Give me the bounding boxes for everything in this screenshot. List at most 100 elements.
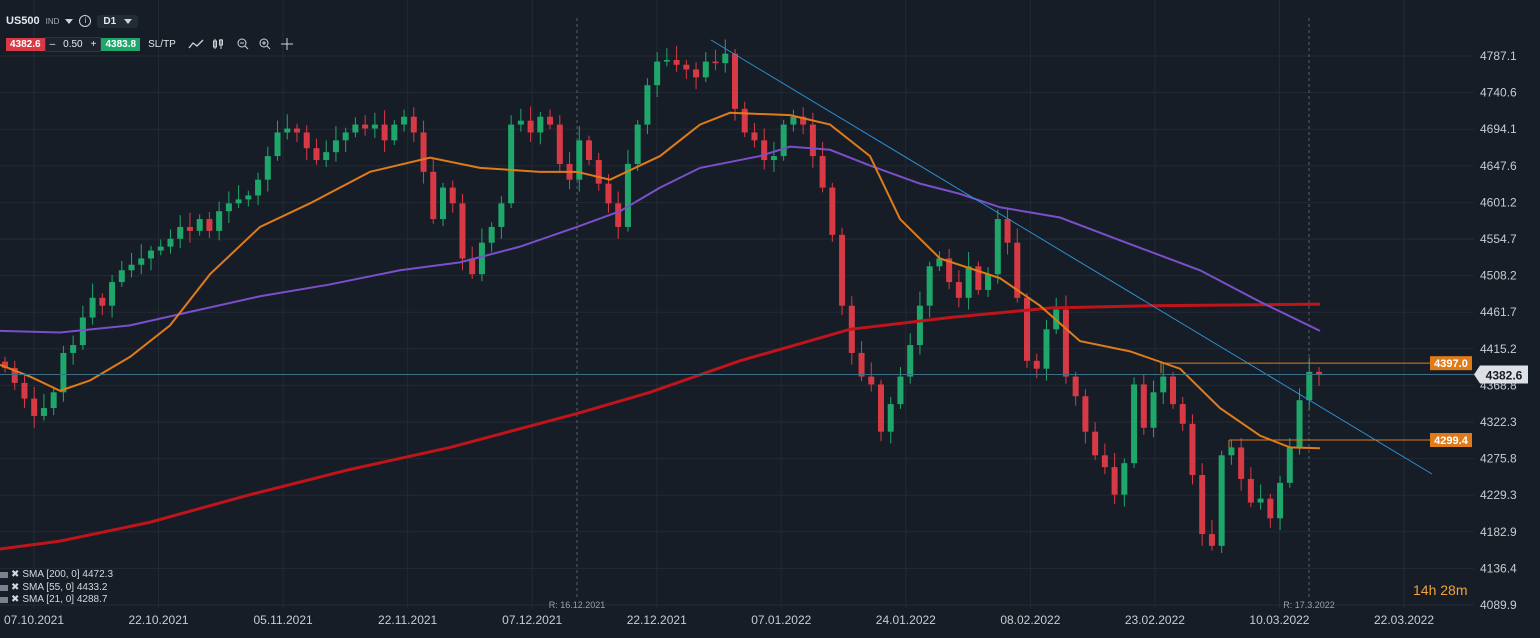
buy-button[interactable]: 4383.8	[101, 37, 141, 51]
candle-body	[391, 124, 398, 141]
y-tick-label: 4787.1	[1480, 49, 1517, 63]
candle-body	[1267, 498, 1274, 519]
candle-body	[332, 140, 339, 153]
candle-body	[761, 140, 768, 161]
x-tick-label: 08.02.2022	[1000, 613, 1060, 627]
candle-body	[216, 211, 223, 231]
instrument-type: IND	[45, 16, 60, 26]
candle-body	[887, 404, 894, 432]
candle-body	[527, 120, 534, 133]
x-tick-label: 22.03.2022	[1374, 613, 1434, 627]
candle-body	[313, 148, 320, 161]
candle-body	[167, 238, 174, 247]
legend-item[interactable]: ✖ SMA [21, 0] 4288.7	[0, 594, 113, 607]
remove-icon[interactable]: ✖	[11, 569, 20, 580]
candle-body	[858, 352, 865, 377]
candle-body	[1043, 329, 1050, 369]
y-tick-label: 4461.7	[1480, 305, 1517, 319]
sma200-line	[0, 302, 1321, 551]
y-tick-label: 4089.9	[1480, 598, 1517, 612]
timeframe-select[interactable]: D1	[97, 14, 139, 28]
candle-body	[595, 160, 602, 184]
candle-body	[245, 195, 252, 200]
candle-body	[264, 156, 271, 180]
candle-body	[206, 219, 213, 231]
candle-body	[537, 116, 544, 133]
x-tick-label: 22.12.2021	[627, 613, 687, 627]
candle-body	[235, 199, 242, 204]
candle-body	[1121, 463, 1128, 495]
candle-body	[683, 64, 690, 70]
y-tick-label: 4554.7	[1480, 232, 1517, 246]
sltp-button[interactable]: SL/TP	[148, 38, 176, 50]
candle-body	[148, 250, 154, 259]
candle-body	[517, 120, 524, 125]
candle-body	[89, 297, 96, 318]
candle-body	[751, 132, 758, 141]
candle-body	[985, 274, 992, 290]
candles-icon[interactable]	[212, 38, 228, 50]
crosshair-icon[interactable]	[280, 38, 294, 50]
candle-body	[196, 219, 203, 231]
candle-body	[790, 116, 797, 125]
candle-body	[936, 258, 943, 267]
legend-item[interactable]: ✖ SMA [200, 0] 4472.3	[0, 569, 113, 582]
candle-body	[50, 392, 57, 409]
candle-body	[109, 282, 116, 306]
candle-body	[274, 132, 281, 157]
chevron-down-icon[interactable]	[65, 18, 74, 24]
candle-body	[780, 124, 787, 157]
x-tick-label: 05.11.2021	[254, 613, 313, 627]
candle-body	[1218, 455, 1225, 546]
remove-icon[interactable]: ✖	[11, 594, 20, 605]
candle-body	[1228, 447, 1235, 456]
zoom-in-icon[interactable]	[258, 38, 272, 50]
candle-body	[693, 69, 700, 78]
candle-body	[1140, 384, 1147, 428]
y-tick-label: 4740.6	[1480, 86, 1517, 100]
x-tick-label: 22.10.2021	[129, 613, 189, 627]
y-tick-label: 4182.9	[1480, 525, 1517, 539]
increase-button[interactable]: +	[90, 38, 97, 50]
candle-body	[634, 124, 641, 164]
symbol-label[interactable]: US500	[6, 15, 40, 27]
legend-item[interactable]: ✖ SMA [55, 0] 4433.2	[0, 582, 113, 595]
candle-body	[605, 183, 612, 204]
candle-body	[576, 140, 583, 180]
candle-body	[420, 132, 427, 172]
candle-body	[673, 60, 680, 65]
info-icon[interactable]: i	[79, 15, 92, 27]
indicator-icon	[0, 597, 8, 604]
candle-body	[712, 61, 719, 64]
x-tick-label: 07.10.2021	[4, 613, 64, 627]
lot-input[interactable]: 0.50	[63, 38, 83, 50]
line-chart-icon[interactable]	[188, 38, 204, 50]
candle-body	[410, 116, 417, 133]
candle-body	[1111, 467, 1118, 495]
volume-stepper[interactable]: – 0.50 +	[44, 36, 102, 52]
zoom-out-icon[interactable]	[236, 38, 250, 50]
candle-body	[401, 116, 408, 125]
candle-body	[770, 156, 777, 161]
candle-body	[469, 258, 476, 275]
candle-body	[488, 226, 495, 243]
level-label: 4299.4	[1434, 435, 1469, 447]
candle-body	[157, 246, 164, 251]
candle-body	[440, 187, 446, 220]
sell-button[interactable]: 4382.6	[6, 37, 45, 51]
y-tick-label: 4647.6	[1480, 159, 1517, 173]
decrease-button[interactable]: –	[49, 38, 56, 50]
candle-body	[186, 226, 193, 231]
candle-body	[2, 361, 8, 368]
candle-body	[868, 376, 875, 385]
remove-icon[interactable]: ✖	[11, 581, 20, 593]
indicator-icon	[0, 572, 8, 579]
candle-body	[741, 108, 748, 133]
candle-body	[644, 85, 651, 125]
candle-body	[907, 345, 914, 377]
candle-body	[897, 376, 904, 405]
candle-body	[31, 398, 38, 416]
candle-body	[1082, 396, 1089, 432]
candle-body	[459, 203, 466, 259]
